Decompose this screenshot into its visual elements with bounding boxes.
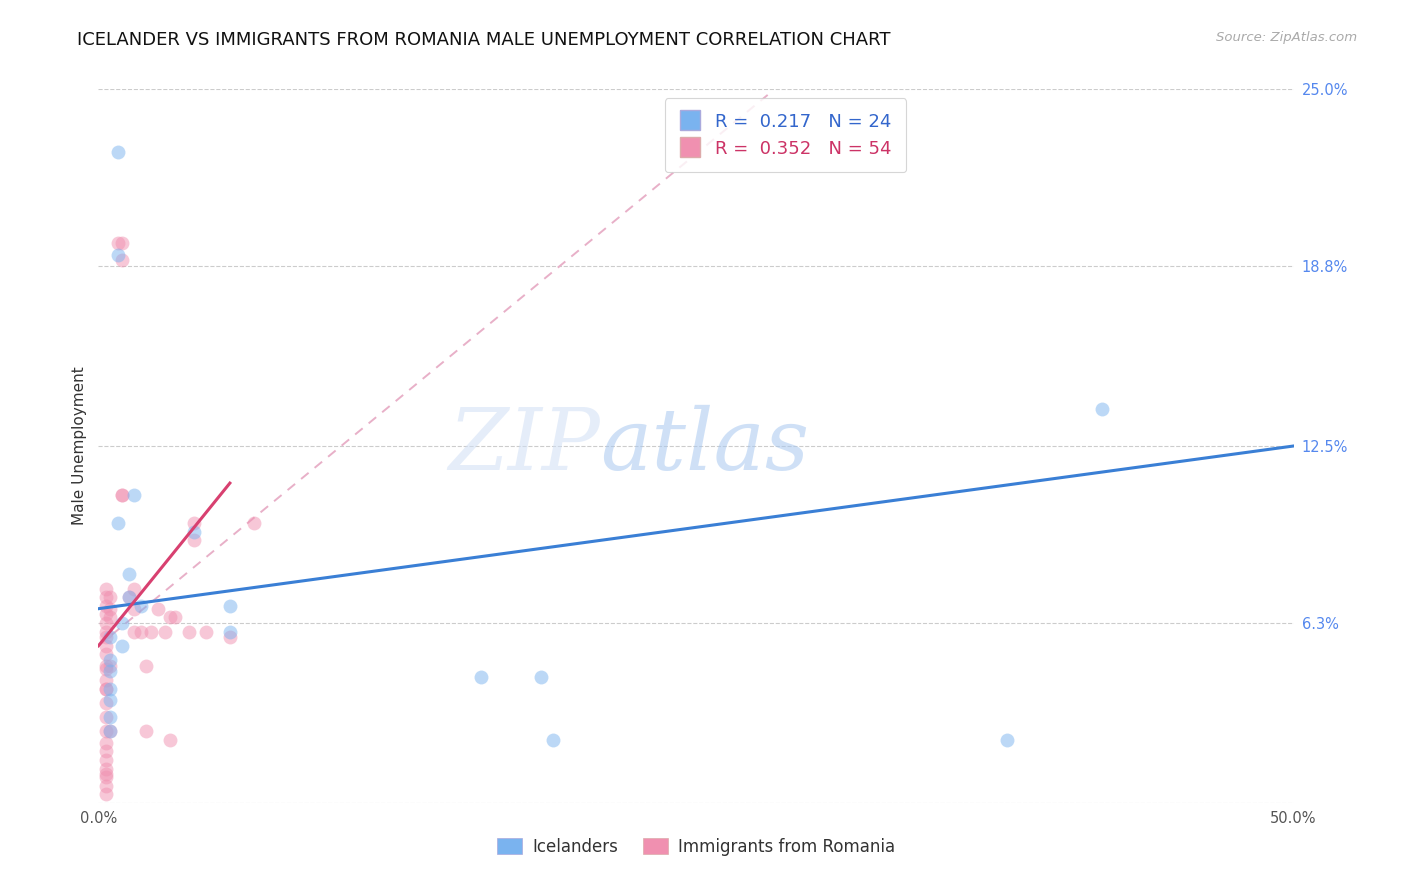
Point	[155, 624, 177, 639]
Point	[163, 610, 186, 624]
Point	[195, 624, 218, 639]
Legend: Icelanders, Immigrants from Romania: Icelanders, Immigrants from Romania	[491, 831, 901, 863]
Text: atlas: atlas	[600, 405, 810, 487]
Text: ICELANDER VS IMMIGRANTS FROM ROMANIA MALE UNEMPLOYMENT CORRELATION CHART: ICELANDER VS IMMIGRANTS FROM ROMANIA MAL…	[77, 31, 891, 49]
Point	[94, 770, 117, 784]
Point	[107, 248, 129, 262]
Y-axis label: Male Unemployment: Male Unemployment	[72, 367, 87, 525]
Point	[98, 681, 122, 696]
Point	[124, 582, 146, 596]
Point	[243, 516, 266, 530]
Point	[183, 533, 205, 548]
Point	[159, 733, 181, 747]
Point	[94, 724, 117, 739]
Point	[98, 710, 122, 724]
Point	[94, 648, 117, 662]
Point	[94, 662, 117, 676]
Text: ZIP: ZIP	[449, 405, 600, 487]
Point	[98, 724, 122, 739]
Point	[470, 670, 492, 684]
Point	[94, 681, 117, 696]
Point	[107, 145, 129, 159]
Point	[94, 736, 117, 750]
Point	[98, 665, 122, 679]
Point	[94, 582, 117, 596]
Point	[118, 567, 141, 582]
Point	[98, 591, 122, 605]
Point	[131, 624, 153, 639]
Point	[124, 487, 146, 501]
Point	[98, 610, 122, 624]
Point	[111, 236, 134, 251]
Text: Source: ZipAtlas.com: Source: ZipAtlas.com	[1216, 31, 1357, 45]
Point	[135, 724, 157, 739]
Point	[94, 767, 117, 781]
Point	[94, 624, 117, 639]
Point	[111, 487, 134, 501]
Point	[98, 601, 122, 615]
Point	[111, 639, 134, 653]
Point	[530, 670, 553, 684]
Point	[1091, 401, 1114, 416]
Point	[94, 744, 117, 758]
Point	[124, 601, 146, 615]
Point	[94, 658, 117, 673]
Point	[995, 733, 1018, 747]
Point	[94, 753, 117, 767]
Point	[219, 624, 242, 639]
Point	[94, 673, 117, 687]
Point	[94, 762, 117, 776]
Point	[111, 487, 134, 501]
Point	[183, 516, 205, 530]
Point	[159, 610, 181, 624]
Point	[148, 601, 170, 615]
Point	[135, 658, 157, 673]
Point	[94, 607, 117, 622]
Point	[98, 630, 122, 644]
Point	[139, 624, 162, 639]
Point	[94, 639, 117, 653]
Point	[94, 599, 117, 613]
Point	[94, 710, 117, 724]
Point	[111, 615, 134, 630]
Point	[94, 591, 117, 605]
Point	[98, 653, 122, 667]
Point	[111, 253, 134, 268]
Point	[219, 599, 242, 613]
Point	[183, 524, 205, 539]
Point	[94, 779, 117, 793]
Point	[94, 615, 117, 630]
Point	[94, 630, 117, 644]
Point	[219, 630, 242, 644]
Point	[94, 681, 117, 696]
Point	[98, 693, 122, 707]
Point	[98, 658, 122, 673]
Point	[124, 624, 146, 639]
Point	[118, 591, 141, 605]
Point	[541, 733, 564, 747]
Point	[107, 236, 129, 251]
Point	[179, 624, 201, 639]
Point	[131, 599, 153, 613]
Point	[107, 516, 129, 530]
Point	[98, 724, 122, 739]
Point	[118, 591, 141, 605]
Point	[94, 696, 117, 710]
Point	[94, 787, 117, 801]
